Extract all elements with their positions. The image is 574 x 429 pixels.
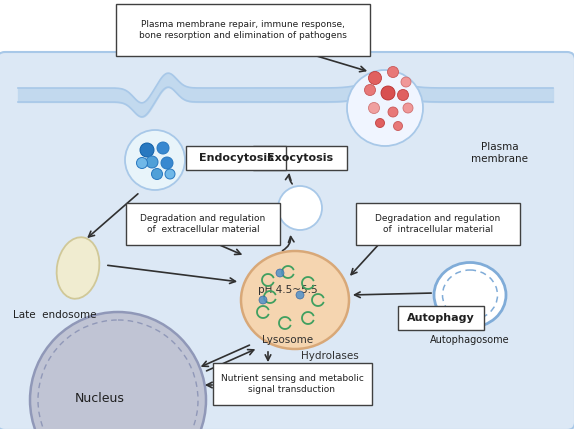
FancyBboxPatch shape	[186, 146, 286, 170]
FancyBboxPatch shape	[213, 363, 372, 405]
Circle shape	[125, 130, 185, 190]
Circle shape	[398, 90, 409, 100]
Text: Plasma
membrane: Plasma membrane	[471, 142, 529, 164]
Circle shape	[161, 157, 173, 169]
Circle shape	[152, 169, 162, 179]
FancyBboxPatch shape	[116, 4, 370, 56]
Text: Nucleus: Nucleus	[75, 392, 125, 405]
Circle shape	[381, 86, 395, 100]
Text: pH 4.5~5.5: pH 4.5~5.5	[258, 285, 318, 295]
Circle shape	[369, 103, 379, 114]
Circle shape	[30, 312, 206, 429]
Text: Lysosome: Lysosome	[262, 335, 313, 345]
Text: Autophagosome: Autophagosome	[430, 335, 510, 345]
FancyBboxPatch shape	[126, 203, 280, 245]
Circle shape	[388, 107, 398, 117]
Circle shape	[369, 72, 382, 85]
Text: Hydrolases: Hydrolases	[301, 351, 359, 361]
Text: Endocytosis: Endocytosis	[199, 153, 273, 163]
Circle shape	[157, 142, 169, 154]
Circle shape	[296, 291, 304, 299]
Circle shape	[403, 103, 413, 113]
Circle shape	[165, 169, 175, 179]
FancyBboxPatch shape	[253, 146, 347, 170]
Circle shape	[278, 186, 322, 230]
Text: Degradation and regulation
of  intracellular material: Degradation and regulation of intracellu…	[375, 214, 501, 234]
FancyBboxPatch shape	[0, 52, 574, 429]
Circle shape	[347, 70, 423, 146]
Text: Plasma membrane repair, immune response,
bone resorption and elimination of path: Plasma membrane repair, immune response,…	[139, 20, 347, 40]
Text: Nutrient sensing and metabolic
signal transduction: Nutrient sensing and metabolic signal tr…	[220, 374, 363, 394]
Circle shape	[394, 121, 402, 130]
Circle shape	[364, 85, 375, 96]
Text: Autophagy: Autophagy	[407, 313, 475, 323]
Ellipse shape	[241, 251, 349, 349]
Ellipse shape	[434, 263, 506, 327]
Circle shape	[375, 118, 385, 127]
Circle shape	[276, 269, 284, 277]
Circle shape	[387, 66, 398, 78]
Circle shape	[137, 157, 148, 169]
FancyBboxPatch shape	[398, 306, 484, 330]
Circle shape	[140, 143, 154, 157]
Ellipse shape	[57, 237, 99, 299]
FancyBboxPatch shape	[356, 203, 520, 245]
Text: Late  endosome: Late endosome	[13, 310, 97, 320]
Circle shape	[401, 77, 411, 87]
Circle shape	[259, 296, 267, 304]
Text: Exocytosis: Exocytosis	[267, 153, 333, 163]
Text: Degradation and regulation
of  extracellular material: Degradation and regulation of extracellu…	[141, 214, 266, 234]
Circle shape	[146, 156, 158, 168]
